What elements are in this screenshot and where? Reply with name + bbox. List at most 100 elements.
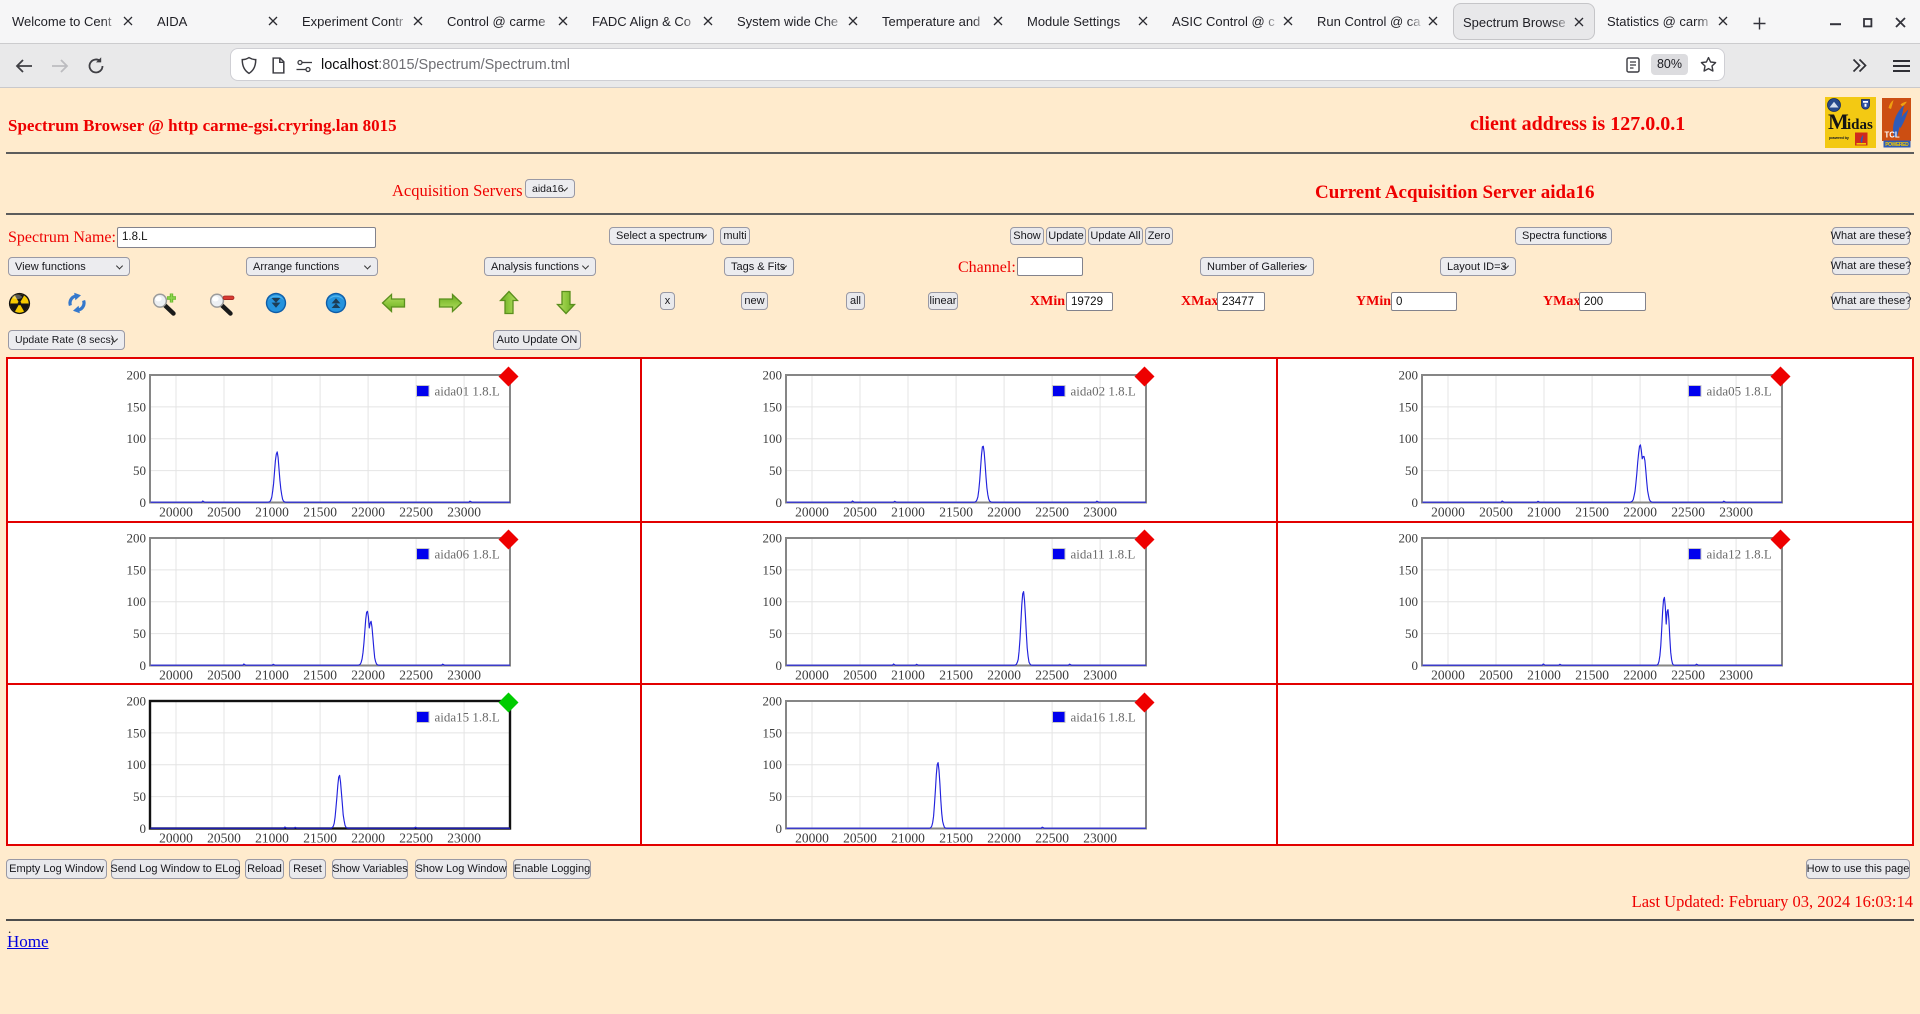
- svg-text:21000: 21000: [1527, 505, 1561, 520]
- svg-text:100: 100: [127, 594, 147, 609]
- svg-text:aida05 1.8.L: aida05 1.8.L: [1707, 384, 1772, 399]
- svg-text:150: 150: [763, 725, 783, 740]
- svg-text:22000: 22000: [1623, 505, 1657, 520]
- svg-text:20500: 20500: [207, 505, 241, 520]
- svg-text:100: 100: [763, 594, 783, 609]
- svg-text:200: 200: [1399, 368, 1419, 383]
- svg-text:20500: 20500: [843, 668, 877, 683]
- svg-text:20000: 20000: [795, 505, 829, 520]
- svg-text:22500: 22500: [1671, 505, 1705, 520]
- svg-text:21000: 21000: [891, 831, 925, 846]
- svg-text:200: 200: [763, 368, 783, 383]
- svg-text:150: 150: [127, 562, 147, 577]
- svg-text:aida02 1.8.L: aida02 1.8.L: [1071, 384, 1136, 399]
- svg-text:23000: 23000: [1083, 505, 1117, 520]
- svg-text:50: 50: [769, 626, 782, 641]
- svg-text:100: 100: [763, 757, 783, 772]
- svg-text:22000: 22000: [1623, 668, 1657, 683]
- svg-text:0: 0: [776, 495, 783, 510]
- svg-text:100: 100: [763, 431, 783, 446]
- svg-text:20000: 20000: [1431, 505, 1465, 520]
- svg-text:21500: 21500: [939, 831, 973, 846]
- svg-text:0: 0: [140, 495, 147, 510]
- svg-text:aida16 1.8.L: aida16 1.8.L: [1071, 710, 1136, 725]
- svg-text:0: 0: [140, 821, 147, 836]
- svg-text:TCL: TCL: [1885, 131, 1900, 140]
- svg-text:21000: 21000: [891, 505, 925, 520]
- svg-text:50: 50: [769, 463, 782, 478]
- svg-text:21500: 21500: [939, 668, 973, 683]
- svg-text:22000: 22000: [351, 505, 385, 520]
- svg-text:powered by: powered by: [1829, 135, 1850, 140]
- svg-text:22000: 22000: [351, 831, 385, 846]
- svg-text:20000: 20000: [159, 831, 193, 846]
- svg-text:23000: 23000: [447, 831, 481, 846]
- svg-text:aida11 1.8.L: aida11 1.8.L: [1071, 547, 1136, 562]
- svg-text:21500: 21500: [1575, 505, 1609, 520]
- svg-text:50: 50: [133, 626, 146, 641]
- svg-text:22000: 22000: [987, 668, 1021, 683]
- svg-text:21000: 21000: [255, 668, 289, 683]
- svg-text:200: 200: [1399, 531, 1419, 546]
- svg-text:22500: 22500: [1671, 668, 1705, 683]
- svg-text:150: 150: [763, 562, 783, 577]
- svg-text:100: 100: [1399, 431, 1419, 446]
- svg-text:21000: 21000: [1527, 668, 1561, 683]
- svg-text:aida15 1.8.L: aida15 1.8.L: [435, 710, 500, 725]
- svg-text:22500: 22500: [399, 505, 433, 520]
- svg-text:20500: 20500: [843, 831, 877, 846]
- svg-text:23000: 23000: [1083, 668, 1117, 683]
- svg-text:200: 200: [763, 531, 783, 546]
- svg-text:M: M: [1828, 109, 1849, 134]
- svg-text:21500: 21500: [303, 505, 337, 520]
- svg-text:200: 200: [127, 694, 147, 709]
- svg-text:150: 150: [127, 399, 147, 414]
- svg-text:0: 0: [140, 658, 147, 673]
- svg-text:200: 200: [127, 531, 147, 546]
- svg-text:50: 50: [1405, 626, 1418, 641]
- svg-text:aida01 1.8.L: aida01 1.8.L: [435, 384, 500, 399]
- svg-text:23000: 23000: [447, 505, 481, 520]
- svg-text:100: 100: [127, 431, 147, 446]
- svg-text:21000: 21000: [255, 505, 289, 520]
- svg-text:22500: 22500: [1035, 831, 1069, 846]
- svg-text:POWERED: POWERED: [1885, 142, 1909, 148]
- svg-text:21500: 21500: [303, 668, 337, 683]
- svg-text:50: 50: [133, 463, 146, 478]
- svg-text:100: 100: [1399, 594, 1419, 609]
- svg-text:21500: 21500: [303, 831, 337, 846]
- svg-text:20500: 20500: [1479, 668, 1513, 683]
- svg-text:20000: 20000: [159, 668, 193, 683]
- svg-text:200: 200: [763, 694, 783, 709]
- svg-text:22000: 22000: [987, 831, 1021, 846]
- svg-text:50: 50: [769, 789, 782, 804]
- svg-text:aida06 1.8.L: aida06 1.8.L: [435, 547, 500, 562]
- svg-text:22500: 22500: [399, 668, 433, 683]
- svg-text:50: 50: [133, 789, 146, 804]
- svg-text:0: 0: [1412, 495, 1419, 510]
- svg-text:22500: 22500: [1035, 505, 1069, 520]
- svg-text:150: 150: [763, 399, 783, 414]
- svg-text:21500: 21500: [1575, 668, 1609, 683]
- svg-text:20500: 20500: [843, 505, 877, 520]
- svg-text:23000: 23000: [447, 668, 481, 683]
- svg-text:22000: 22000: [351, 668, 385, 683]
- svg-text:150: 150: [127, 725, 147, 740]
- svg-text:21500: 21500: [939, 505, 973, 520]
- svg-text:22500: 22500: [399, 831, 433, 846]
- svg-text:50: 50: [1405, 463, 1418, 478]
- svg-text:23000: 23000: [1719, 505, 1753, 520]
- svg-text:20500: 20500: [1479, 505, 1513, 520]
- svg-text:23000: 23000: [1719, 668, 1753, 683]
- svg-text:0: 0: [1412, 658, 1419, 673]
- svg-text:20000: 20000: [159, 505, 193, 520]
- svg-text:20000: 20000: [1431, 668, 1465, 683]
- svg-text:20000: 20000: [795, 668, 829, 683]
- svg-text:0: 0: [776, 658, 783, 673]
- svg-text:20500: 20500: [207, 831, 241, 846]
- svg-text:22500: 22500: [1035, 668, 1069, 683]
- svg-text:20000: 20000: [795, 831, 829, 846]
- svg-text:idas: idas: [1847, 117, 1873, 133]
- svg-text:150: 150: [1399, 562, 1419, 577]
- svg-text:21000: 21000: [891, 668, 925, 683]
